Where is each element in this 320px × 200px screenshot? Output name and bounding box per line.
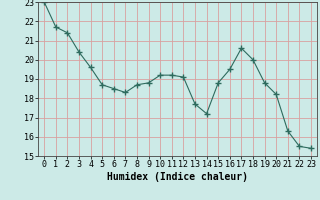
X-axis label: Humidex (Indice chaleur): Humidex (Indice chaleur) bbox=[107, 172, 248, 182]
